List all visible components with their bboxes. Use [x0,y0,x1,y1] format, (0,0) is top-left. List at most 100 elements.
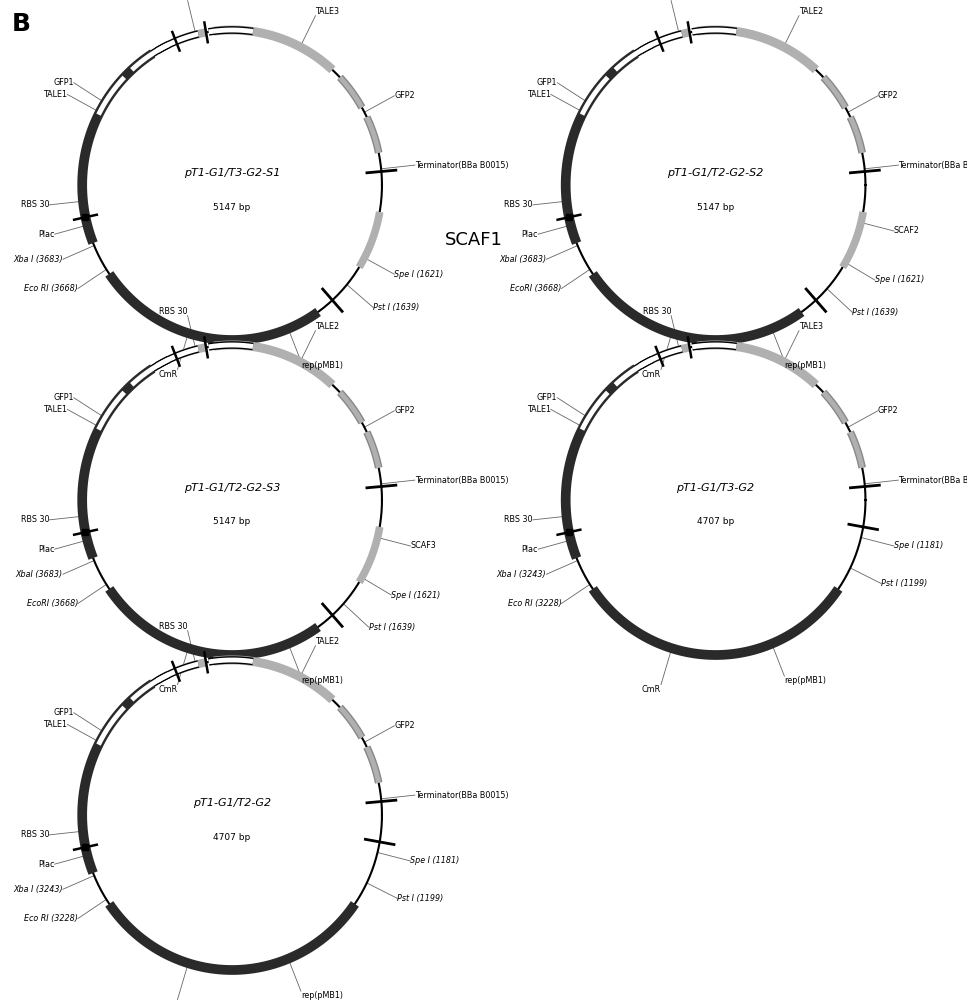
Text: Pst I (1639): Pst I (1639) [852,308,898,317]
Text: 5147 bp: 5147 bp [214,518,250,526]
Text: Pst I (1199): Pst I (1199) [881,579,927,588]
Polygon shape [313,700,333,720]
Text: Xba I (3243): Xba I (3243) [14,885,63,894]
Text: Spe I (1621): Spe I (1621) [392,590,440,599]
Text: rep(pMB1): rep(pMB1) [301,991,343,1000]
Polygon shape [155,675,168,689]
Polygon shape [132,54,153,74]
Polygon shape [206,947,226,968]
Text: TALE2: TALE2 [315,637,339,646]
Text: Terminator(BBa B0015): Terminator(BBa B0015) [415,791,509,800]
Text: rep(pMB1): rep(pMB1) [784,361,827,370]
Text: rep(pMB1): rep(pMB1) [301,676,343,685]
Text: TALE1: TALE1 [44,90,68,99]
Polygon shape [132,369,153,389]
Text: RBS 30: RBS 30 [505,515,533,524]
Polygon shape [797,70,816,90]
Text: B: B [12,12,31,36]
Text: rep(pMB1): rep(pMB1) [784,676,827,685]
Text: SCAF1: SCAF1 [445,231,503,249]
Text: XbaI (3683): XbaI (3683) [15,570,63,579]
Polygon shape [313,70,333,90]
Text: 5147 bp: 5147 bp [697,203,734,212]
Polygon shape [835,422,845,434]
Text: TALE2: TALE2 [315,322,339,331]
Polygon shape [109,256,127,274]
Polygon shape [667,34,682,49]
Text: RBS 30: RBS 30 [505,200,533,209]
Text: Plac: Plac [521,230,538,239]
Polygon shape [855,151,864,161]
Text: Plac: Plac [38,230,54,239]
Text: Plac: Plac [38,545,54,554]
Polygon shape [313,385,333,405]
Polygon shape [77,762,92,776]
Polygon shape [638,360,652,374]
Text: EcoRI (3668): EcoRI (3668) [511,284,562,293]
Polygon shape [111,392,125,406]
Text: pT1-G1/T2-G2-S2: pT1-G1/T2-G2-S2 [667,168,764,178]
Text: CmR: CmR [642,370,661,379]
Text: RBS 30: RBS 30 [21,515,49,524]
Polygon shape [206,317,226,338]
Text: pT1-G1/T2-G2: pT1-G1/T2-G2 [193,798,271,808]
Polygon shape [855,466,864,476]
Text: pT1-G1/T3-G2: pT1-G1/T3-G2 [677,483,754,493]
Text: Xba I (3683): Xba I (3683) [14,255,63,264]
Text: Terminator(BBa B0015): Terminator(BBa B0015) [898,161,967,170]
Polygon shape [593,571,610,589]
Text: RBS 30: RBS 30 [643,307,671,316]
Text: Spe I (1621): Spe I (1621) [875,275,923,284]
Text: GFP2: GFP2 [395,91,415,100]
Text: RBS 30: RBS 30 [160,622,188,631]
Polygon shape [351,107,362,119]
Polygon shape [638,45,652,59]
Polygon shape [561,447,575,461]
Text: pT1-G1/T3-G2-S1: pT1-G1/T3-G2-S1 [184,168,280,178]
Polygon shape [595,77,608,91]
Polygon shape [351,422,362,434]
Text: TALE1: TALE1 [44,405,68,414]
Text: GFP1: GFP1 [537,393,557,402]
Polygon shape [155,360,168,374]
Polygon shape [111,707,125,721]
Text: GFP1: GFP1 [53,393,73,402]
Text: GFP2: GFP2 [878,91,898,100]
Text: CmR: CmR [642,685,661,694]
Text: XbaI (3683): XbaI (3683) [499,255,546,264]
Polygon shape [616,369,636,389]
Text: Eco RI (3668): Eco RI (3668) [24,284,78,293]
Text: GFP1: GFP1 [53,78,73,87]
Text: TALE1: TALE1 [527,90,551,99]
Polygon shape [239,662,253,676]
Polygon shape [593,256,610,274]
Polygon shape [132,684,153,704]
Text: Pst I (1639): Pst I (1639) [373,303,419,312]
Text: GFP2: GFP2 [395,406,415,415]
Polygon shape [689,317,710,338]
Polygon shape [797,385,816,405]
Polygon shape [722,347,737,361]
Text: Spe I (1621): Spe I (1621) [395,270,444,279]
Text: Terminator(BBa B0015): Terminator(BBa B0015) [415,161,509,170]
Polygon shape [371,781,381,791]
Polygon shape [689,632,710,653]
Text: 4707 bp: 4707 bp [214,832,250,842]
Text: EcoRI (3668): EcoRI (3668) [27,599,78,608]
Polygon shape [595,392,608,406]
Text: pT1-G1/T2-G2-S3: pT1-G1/T2-G2-S3 [184,483,280,493]
Text: Xba I (3243): Xba I (3243) [497,570,546,579]
Text: CmR: CmR [159,370,178,379]
Text: Eco RI (3228): Eco RI (3228) [24,914,78,923]
Text: TALE1: TALE1 [44,720,68,729]
Polygon shape [561,132,575,146]
Polygon shape [77,447,92,461]
Text: TALE1: TALE1 [527,405,551,414]
Text: Spe I (1181): Spe I (1181) [410,856,459,865]
Polygon shape [109,886,127,904]
Text: 5147 bp: 5147 bp [214,203,250,212]
Text: RBS 30: RBS 30 [21,830,49,839]
Polygon shape [155,45,168,59]
Text: RBS 30: RBS 30 [21,200,49,209]
Polygon shape [371,151,381,161]
